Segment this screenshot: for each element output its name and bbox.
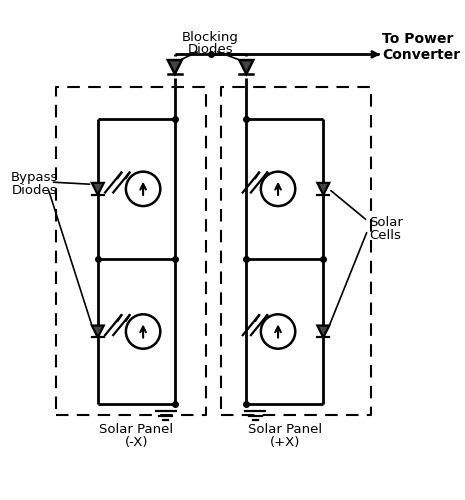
Text: Bypass: Bypass xyxy=(11,171,58,184)
Circle shape xyxy=(261,314,295,348)
Text: (+X): (+X) xyxy=(270,436,300,448)
Polygon shape xyxy=(317,183,329,195)
Polygon shape xyxy=(168,60,182,74)
Text: Solar Panel: Solar Panel xyxy=(248,423,322,436)
Text: Solar: Solar xyxy=(370,216,404,230)
Circle shape xyxy=(261,172,295,206)
Text: To Power
Converter: To Power Converter xyxy=(382,32,460,62)
Text: Solar Panel: Solar Panel xyxy=(99,423,173,436)
Text: (-X): (-X) xyxy=(125,436,148,448)
Polygon shape xyxy=(239,60,253,74)
Polygon shape xyxy=(92,326,104,338)
Text: Cells: Cells xyxy=(370,229,401,242)
Text: Blocking: Blocking xyxy=(182,31,239,44)
Text: Diodes: Diodes xyxy=(188,42,233,56)
Polygon shape xyxy=(317,326,329,338)
Circle shape xyxy=(126,314,160,348)
Circle shape xyxy=(126,172,160,206)
Text: Diodes: Diodes xyxy=(12,184,57,196)
Polygon shape xyxy=(92,183,104,195)
